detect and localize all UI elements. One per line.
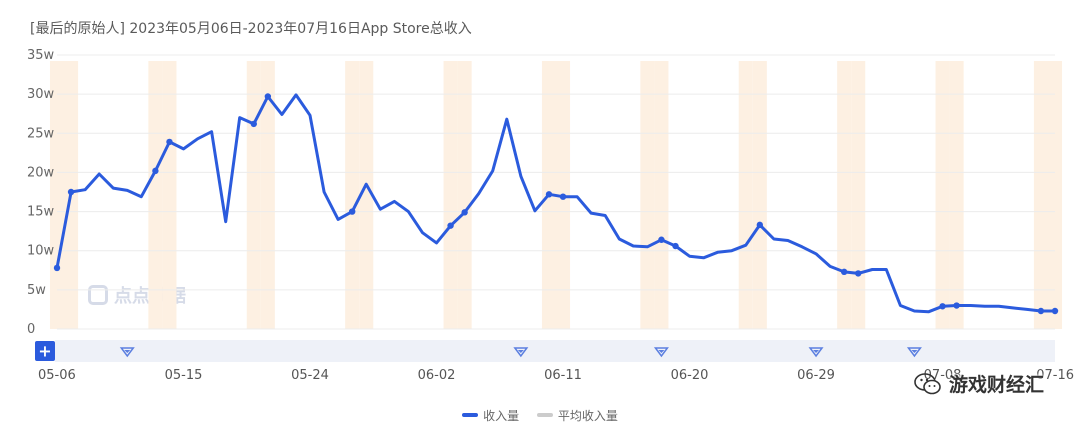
weekend-band	[359, 61, 374, 329]
x-axis: 05-06 05-15 05-24 06-02 06-11 06-20 06-29 07-08…	[38, 368, 1074, 383]
data-point	[152, 167, 159, 175]
weekend-band	[752, 61, 767, 329]
weekend-band	[837, 61, 852, 329]
data-point	[1051, 307, 1059, 315]
chart-title: [最后的原始人] 2023年05月06日-2023年07月16日App Stor…	[30, 21, 472, 37]
data-point	[672, 242, 679, 250]
y-tick-label: 35w	[27, 48, 55, 63]
legend-label-average: 平均收入量	[557, 408, 618, 423]
weekend-band	[738, 61, 753, 329]
y-tick-label: 5w	[27, 283, 46, 298]
data-points	[53, 93, 1059, 315]
y-tick-label: 20w	[27, 165, 55, 180]
diamond-marker-icon[interactable]	[906, 347, 922, 358]
y-tick-label: 10w	[27, 244, 55, 259]
x-tick-label: 07-08	[924, 368, 962, 383]
add-event-button[interactable]	[35, 341, 55, 361]
data-point	[447, 222, 454, 229]
x-tick-label: 06-02	[418, 368, 456, 383]
data-point	[545, 191, 553, 198]
data-point	[953, 302, 960, 309]
wechat-watermark: 游戏财经汇	[913, 370, 1044, 397]
weekend-band	[162, 61, 177, 329]
data-point	[166, 138, 173, 146]
wechat-icon	[914, 372, 941, 394]
legend-item-revenue[interactable]: 收入量	[462, 407, 519, 424]
event-navigator[interactable]: +	[35, 340, 1055, 362]
legend-label-revenue: 收入量	[483, 408, 520, 423]
x-tick-label: 05-24	[291, 368, 329, 383]
diamond-marker-icon[interactable]	[513, 347, 529, 358]
data-point	[250, 120, 257, 128]
data-point	[855, 270, 862, 277]
weekend-band	[345, 61, 360, 329]
data-point	[658, 236, 665, 243]
weekend-bands	[49, 61, 1063, 329]
y-tick-label: 15w	[27, 205, 55, 220]
x-tick-label: 06-20	[671, 368, 709, 383]
diamond-marker-icon[interactable]	[653, 347, 669, 358]
diamond-marker-icon[interactable]	[119, 347, 135, 358]
y-tick-label: 0	[27, 322, 35, 337]
diamond-marker-icon[interactable]	[808, 347, 824, 358]
watermark-text: 游戏财经汇	[948, 374, 1044, 396]
weekend-band	[1047, 61, 1063, 329]
weekend-band	[260, 61, 275, 329]
data-point	[840, 268, 848, 276]
weekend-band	[949, 61, 964, 329]
y-tick-label: 30w	[27, 87, 55, 102]
weekend-band	[457, 61, 472, 329]
weekend-band	[49, 61, 65, 329]
navigator-track	[55, 340, 1055, 362]
data-point	[461, 209, 468, 216]
x-tick-label: 06-11	[544, 368, 582, 383]
x-tick-label: 05-06	[38, 368, 76, 383]
data-point	[559, 193, 567, 200]
weekend-band	[148, 61, 163, 329]
x-tick-label: 07-16	[1036, 368, 1074, 383]
weekend-band	[443, 61, 458, 329]
legend-swatch-revenue	[462, 413, 479, 417]
legend-item-average[interactable]: 平均收入量	[536, 407, 618, 424]
weekend-band	[935, 61, 950, 329]
x-tick-label: 06-29	[797, 368, 835, 383]
data-point	[1037, 307, 1045, 315]
weekend-band	[1033, 61, 1048, 329]
weekend-band	[654, 61, 669, 329]
data-point	[53, 264, 61, 272]
weekend-band	[246, 61, 261, 329]
data-point	[348, 208, 356, 215]
chart-legend: 收入量 平均收入量	[0, 406, 1080, 424]
revenue-series-line	[55, 93, 1057, 314]
y-tick-label: 25w	[27, 126, 55, 141]
weekend-band	[851, 61, 866, 329]
diandian-logo-icon	[88, 285, 108, 305]
legend-swatch-average	[536, 413, 553, 417]
series-line	[55, 93, 1057, 314]
data-point	[67, 188, 75, 196]
data-point	[264, 93, 272, 100]
data-point	[756, 221, 764, 229]
weekend-band	[640, 61, 655, 329]
y-axis: 0 5w 10w 15w 20w 25w 30w 35w	[27, 48, 55, 337]
data-point	[939, 303, 946, 310]
x-tick-label: 05-15	[165, 368, 203, 383]
plus-icon[interactable]: +	[38, 342, 51, 361]
